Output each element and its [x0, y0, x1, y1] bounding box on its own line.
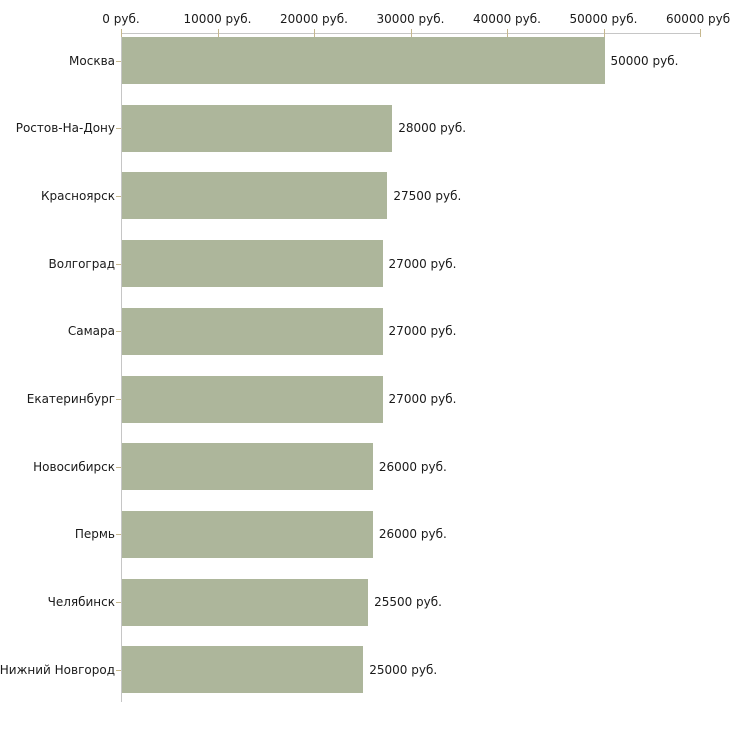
x-axis-tick-label: 30000 руб. — [376, 12, 445, 26]
category-label: Нижний Новгород — [0, 662, 115, 677]
y-axis-tick — [116, 669, 121, 671]
value-label: 25500 руб. — [374, 595, 442, 610]
x-axis-tick-label: 0 руб. — [102, 12, 140, 26]
x-axis-tick-label: 20000 руб. — [280, 12, 348, 26]
value-label: 26000 руб. — [378, 459, 447, 474]
value-label: 27000 руб. — [388, 392, 457, 406]
bar — [122, 443, 373, 491]
value-label: 27000 руб. — [388, 256, 457, 271]
y-axis-tick — [116, 60, 121, 62]
x-axis-tick — [603, 29, 605, 37]
bar — [122, 510, 373, 558]
value-label: 27500 руб. — [393, 188, 462, 203]
value-label: 25000 руб. — [369, 662, 438, 677]
category-label: Екатеринбург — [26, 392, 115, 406]
y-axis-line — [121, 33, 122, 702]
y-axis-tick — [116, 195, 121, 197]
x-axis-tick — [410, 29, 412, 37]
y-axis-tick — [116, 331, 121, 333]
category-label: Челябинск — [47, 595, 115, 610]
y-axis-tick — [116, 263, 121, 265]
y-axis-tick — [116, 534, 121, 536]
bar — [122, 375, 383, 423]
bar — [122, 307, 383, 355]
bar — [122, 240, 383, 288]
y-axis-tick — [116, 128, 121, 130]
y-axis-tick — [116, 399, 121, 400]
bar — [122, 37, 605, 84]
y-axis-tick — [116, 602, 121, 604]
x-axis-tick — [314, 29, 315, 37]
bar — [122, 578, 369, 626]
category-label: Красноярск — [41, 188, 115, 203]
x-axis-tick-label: 50000 руб. — [569, 12, 638, 26]
value-label: 27000 руб. — [388, 324, 457, 339]
category-label: Москва — [69, 53, 115, 68]
category-label: Новосибирск — [33, 459, 115, 474]
value-label: 28000 руб. — [398, 121, 467, 136]
category-label: Пермь — [74, 527, 115, 542]
value-label: 26000 руб. — [378, 527, 447, 542]
x-axis-tick — [700, 29, 701, 37]
x-axis-tick-label: 10000 руб. — [183, 12, 252, 26]
category-label: Волгоград — [48, 256, 115, 271]
value-label: 50000 руб. — [610, 53, 679, 68]
bar — [122, 646, 364, 694]
x-axis-tick — [507, 29, 508, 37]
bar — [122, 172, 388, 220]
x-axis-tick-label: 60000 руб. — [666, 12, 730, 26]
x-axis-tick — [217, 29, 219, 37]
category-label: Самара — [67, 324, 115, 339]
x-axis-tick — [121, 29, 122, 37]
x-axis-tick-label: 40000 руб. — [473, 12, 541, 26]
y-axis-tick — [116, 466, 121, 468]
bar — [122, 104, 393, 152]
category-label: Ростов-На-Дону — [15, 121, 115, 136]
